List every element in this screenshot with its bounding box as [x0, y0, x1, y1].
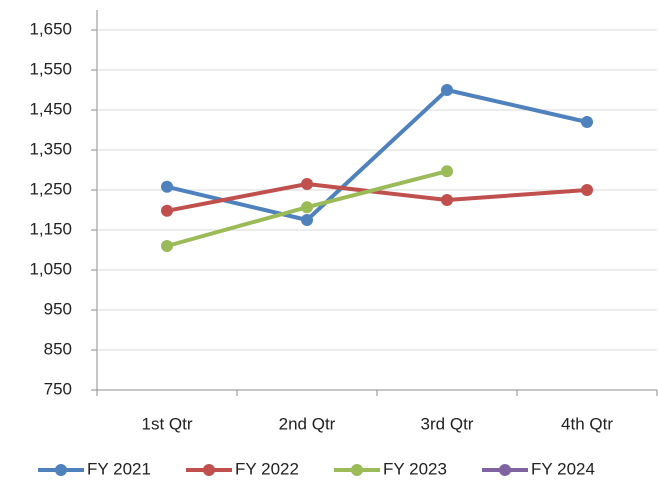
data-point [441, 84, 453, 96]
y-tick-label: 850 [44, 339, 72, 358]
data-point [161, 204, 173, 217]
legend-marker [351, 464, 363, 476]
y-tick-label: 1,350 [29, 139, 72, 158]
y-tick-label: 1,050 [29, 259, 72, 278]
legend-label: FY 2024 [531, 459, 595, 478]
y-tick-label: 950 [44, 299, 72, 318]
y-tick-label: 1,250 [29, 179, 72, 198]
data-point [301, 201, 313, 214]
data-point [161, 240, 173, 252]
legend-label: FY 2021 [87, 459, 151, 478]
data-point [581, 116, 593, 128]
data-point [441, 194, 453, 206]
x-tick-label: 1st Qtr [141, 414, 192, 433]
y-tick-label: 1,650 [29, 19, 72, 38]
x-tick-label: 2nd Qtr [279, 414, 336, 433]
series-line [166, 182, 588, 213]
data-point [441, 165, 453, 178]
y-tick-label: 1,450 [29, 99, 72, 118]
data-point [161, 180, 173, 193]
legend-label: FY 2022 [235, 459, 299, 478]
x-tick-label: 3rd Qtr [421, 414, 474, 433]
y-tick-label: 1,150 [29, 219, 72, 238]
data-point [301, 214, 313, 226]
legend-marker [499, 464, 511, 476]
data-point [581, 184, 593, 196]
legend-label: FY 2023 [383, 459, 447, 478]
y-tick-label: 750 [44, 379, 72, 398]
series-line [166, 88, 588, 222]
x-tick-label: 4th Qtr [561, 414, 613, 433]
data-point [301, 178, 313, 190]
legend-marker [203, 464, 215, 476]
legend-marker [55, 464, 67, 476]
y-tick-label: 1,550 [29, 59, 72, 78]
